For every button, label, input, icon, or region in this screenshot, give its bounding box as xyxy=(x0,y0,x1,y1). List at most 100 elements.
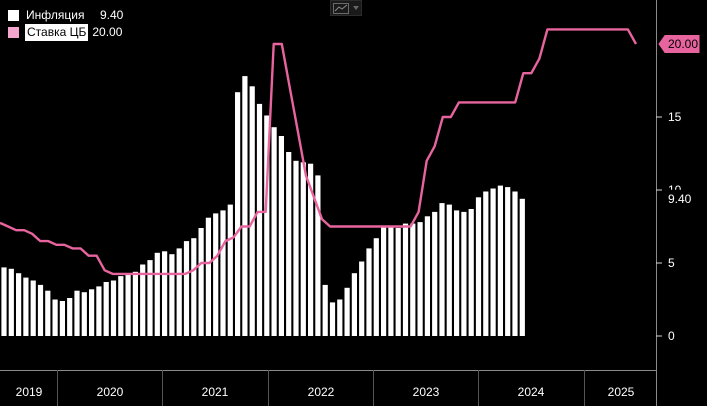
legend-item-key-rate[interactable]: Ставка ЦБ 20.00 xyxy=(8,24,123,41)
y-tick-label: 5 xyxy=(668,256,675,270)
bar xyxy=(264,115,270,336)
bar xyxy=(59,301,65,336)
bar xyxy=(505,187,511,336)
value-tag xyxy=(658,35,700,53)
line-chart-icon xyxy=(333,3,349,14)
bar xyxy=(169,254,175,336)
bar xyxy=(1,267,7,336)
bar xyxy=(395,228,401,336)
bar xyxy=(475,197,482,336)
legend: Инфляция 9.40 Ставка ЦБ 20.00 xyxy=(8,7,123,41)
bar xyxy=(359,261,365,336)
bar xyxy=(329,302,336,336)
legend-value-key-rate: 20.00 xyxy=(92,25,123,39)
x-axis-labels: 2019 2020 2021 2022 2023 2024 2025 xyxy=(16,370,635,406)
x-tick-label: 2019 xyxy=(16,385,43,399)
x-tick-label: 2025 xyxy=(608,385,635,399)
value-tag-label: 9.40 xyxy=(668,192,692,206)
bar xyxy=(89,289,95,336)
bar xyxy=(315,175,321,336)
legend-value-inflation: 9.40 xyxy=(100,8,124,22)
legend-swatch-inflation xyxy=(8,10,19,21)
bar xyxy=(96,286,102,336)
bar xyxy=(497,185,503,336)
bar xyxy=(198,228,204,336)
bar xyxy=(249,86,255,336)
legend-item-inflation[interactable]: Инфляция 9.40 xyxy=(8,7,123,24)
x-tick-label: 2022 xyxy=(308,385,335,399)
bar xyxy=(235,92,241,336)
bar xyxy=(490,188,496,336)
y-tick-label: 15 xyxy=(668,110,682,124)
bar xyxy=(337,299,343,336)
bar xyxy=(37,284,44,336)
bar xyxy=(154,252,160,336)
bar xyxy=(8,268,14,336)
legend-label-key-rate: Ставка ЦБ xyxy=(25,24,89,41)
bar xyxy=(344,287,350,336)
bar xyxy=(191,238,197,336)
bar xyxy=(125,274,131,336)
bar xyxy=(468,209,474,336)
bar xyxy=(308,163,314,336)
bar xyxy=(402,223,409,336)
bar xyxy=(439,203,445,336)
axes xyxy=(0,0,657,406)
bar xyxy=(140,264,146,336)
y-axis-labels: 051015 xyxy=(656,110,682,343)
bar xyxy=(132,271,138,336)
y-tick-label: 0 xyxy=(668,329,675,343)
bar xyxy=(432,211,438,336)
bar xyxy=(454,210,460,336)
x-tick-label: 2020 xyxy=(97,385,124,399)
bar xyxy=(424,216,430,336)
bar xyxy=(45,290,51,336)
bar xyxy=(519,198,525,336)
bar xyxy=(23,277,29,336)
x-tick-label: 2024 xyxy=(518,385,545,399)
bar xyxy=(16,273,22,336)
bar xyxy=(366,248,372,336)
bar xyxy=(286,152,292,336)
chart-type-button[interactable] xyxy=(330,0,362,16)
bar xyxy=(446,204,452,336)
bar xyxy=(242,76,248,336)
bar xyxy=(30,280,36,336)
key-rate-line xyxy=(0,28,638,276)
bar xyxy=(351,273,357,336)
bar xyxy=(293,160,299,336)
bar xyxy=(256,103,263,337)
bar xyxy=(322,284,328,336)
bar xyxy=(52,299,58,336)
bar xyxy=(388,226,394,336)
x-tick-label: 2021 xyxy=(202,385,229,399)
bar xyxy=(417,222,423,336)
bar xyxy=(118,276,124,336)
bar xyxy=(220,210,226,336)
legend-label-inflation: Инфляция xyxy=(26,8,85,22)
legend-swatch-key-rate xyxy=(8,27,19,38)
bar xyxy=(183,241,190,336)
bar xyxy=(461,211,467,336)
bar xyxy=(278,136,284,336)
value-tag xyxy=(658,189,700,208)
bar xyxy=(110,280,117,336)
caret-down-icon xyxy=(353,6,359,10)
bar xyxy=(67,298,73,336)
bar xyxy=(512,191,518,336)
bar xyxy=(483,191,489,336)
bar xyxy=(176,248,182,336)
x-tick-label: 2023 xyxy=(413,385,440,399)
bar xyxy=(81,292,87,336)
value-tag-label: 20.00 xyxy=(668,37,698,51)
last-value-tags: 20.00 9.40 xyxy=(658,35,700,208)
bar xyxy=(103,282,109,336)
bar xyxy=(300,162,306,336)
key-rate-series-line xyxy=(0,28,638,276)
bar xyxy=(271,127,277,336)
bar xyxy=(373,238,379,336)
bar xyxy=(213,213,219,336)
bar xyxy=(205,217,211,336)
bar xyxy=(381,226,387,336)
